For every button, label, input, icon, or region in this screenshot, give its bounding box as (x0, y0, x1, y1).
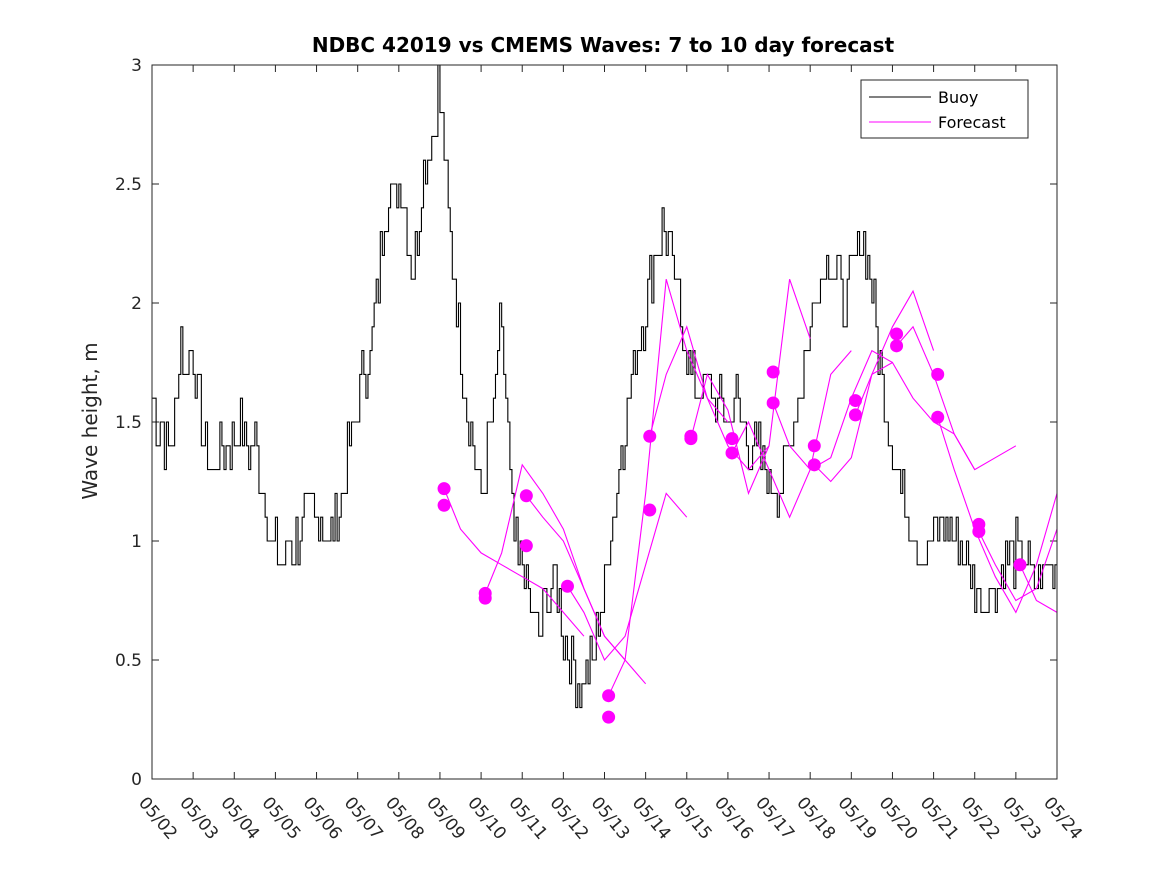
series-forecast-run-11 (896, 325, 1017, 471)
y-tick-label: 2.5 (115, 175, 142, 195)
forecast-point-3 (478, 591, 492, 605)
x-tick-label: 05/14 (628, 793, 675, 843)
legend-label-buoy: Buoy (938, 88, 978, 107)
forecast-point-6 (560, 579, 574, 593)
forecast-point-12 (684, 432, 698, 446)
x-tick-label: 05/03 (175, 793, 222, 843)
forecast-point-22 (890, 339, 904, 353)
x-tick-label: 05/06 (299, 793, 346, 843)
forecast-point-19 (848, 394, 862, 408)
forecast-point-10 (643, 503, 657, 517)
forecast-point-23 (931, 367, 945, 381)
series-forecast-run-13 (978, 528, 1058, 602)
x-tick-label: 05/04 (216, 793, 263, 843)
forecast-point-18 (807, 458, 821, 472)
x-tick-label: 05/17 (751, 793, 798, 843)
x-tick-label: 05/23 (998, 793, 1045, 843)
x-tick-label: 05/07 (340, 793, 387, 843)
y-axis-label: Wave height, m (78, 342, 102, 499)
y-tick-label: 0.5 (115, 651, 142, 671)
forecast-point-1 (437, 498, 451, 512)
series-forecast-run-7 (731, 350, 852, 519)
x-tick-label: 05/08 (381, 793, 428, 843)
x-tick-label: 05/24 (1039, 793, 1086, 843)
forecast-point-9 (643, 429, 657, 443)
forecast-point-15 (766, 365, 780, 379)
y-tick-label: 0 (131, 770, 142, 790)
forecast-point-14 (725, 446, 739, 460)
axes-frame (151, 64, 1058, 780)
x-tick-label: 05/20 (875, 793, 922, 843)
x-tick-label: 05/05 (258, 793, 305, 843)
forecast-point-24 (931, 410, 945, 424)
x-tick-label: 05/22 (957, 793, 1004, 843)
x-tick-label: 05/18 (792, 793, 839, 843)
legend-label-forecast: Forecast (938, 113, 1006, 132)
forecast-point-20 (848, 408, 862, 422)
x-tick-label: 05/10 (463, 793, 510, 843)
y-tick-label: 1 (131, 532, 142, 552)
plot-background (152, 65, 1057, 779)
chart-title: NDBC 42019 vs CMEMS Waves: 7 to 10 day f… (312, 33, 895, 57)
y-tick-label: 3 (131, 56, 142, 76)
forecast-point-27 (1013, 558, 1027, 572)
x-tick-label: 05/21 (916, 793, 963, 843)
legend: Buoy Forecast (860, 79, 1029, 139)
series-forecast-run-12 (937, 417, 1058, 614)
x-tick-label: 05/12 (546, 793, 593, 843)
forecast-point-0 (437, 482, 451, 496)
y-tick-label: 2 (131, 294, 142, 314)
series-forecast-run-0 (443, 488, 585, 637)
forecast-point-7 (602, 689, 616, 703)
forecast-point-26 (972, 524, 986, 538)
x-tick-label: 05/15 (669, 793, 716, 843)
series-forecast-run-6 (690, 279, 811, 496)
x-tick-label: 05/11 (504, 793, 551, 843)
forecast-point-16 (766, 396, 780, 410)
y-tick-label: 1.5 (115, 413, 142, 433)
series-buoy-line (152, 64, 1057, 709)
series-forecast-run-14 (1019, 564, 1058, 613)
series-forecast-run-5 (649, 325, 770, 471)
series-forecast-run-3 (567, 492, 688, 662)
forecast-point-21 (890, 327, 904, 341)
forecast-point-4 (519, 489, 533, 503)
forecast-point-5 (519, 539, 533, 553)
series-forecast-run-8 (772, 349, 893, 471)
forecast-point-8 (602, 710, 616, 724)
legend-box (860, 79, 1029, 139)
x-tick-label: 05/13 (587, 793, 634, 843)
x-tick-label: 05/19 (833, 793, 880, 843)
x-tick-label: 05/16 (710, 793, 757, 843)
forecast-point-13 (725, 432, 739, 446)
x-tick-label: 05/09 (422, 793, 469, 843)
x-tick-label: 05/02 (134, 793, 181, 843)
plot-area: 00.511.522.5305/0205/0305/0405/0505/0605… (115, 56, 1086, 844)
forecast-point-17 (807, 439, 821, 453)
